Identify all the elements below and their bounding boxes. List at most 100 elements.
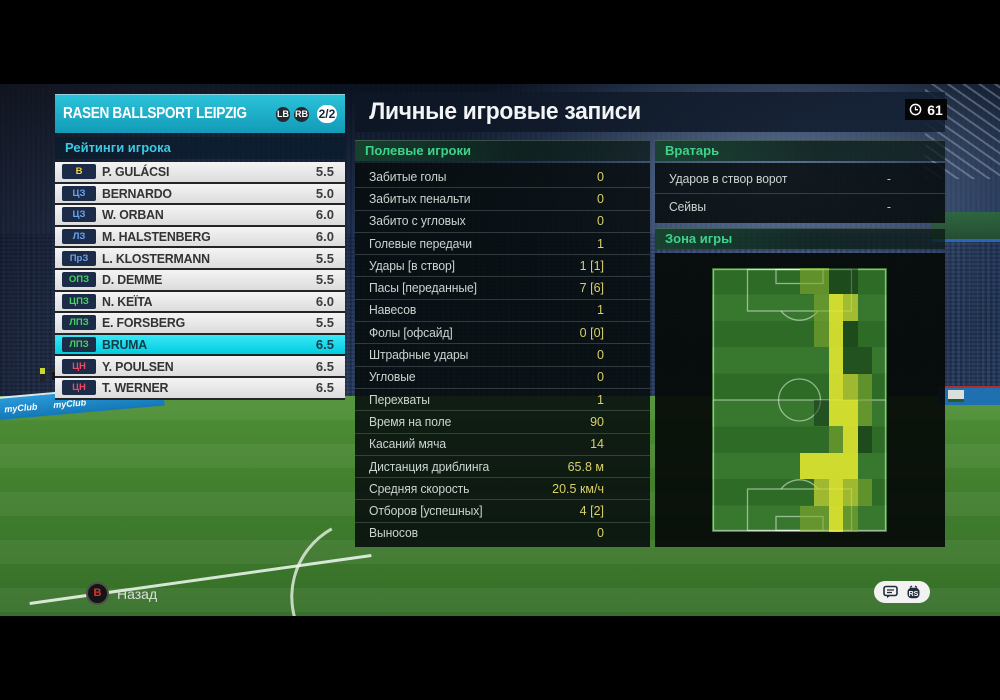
- page-indicator: 2/2: [316, 105, 337, 123]
- stat-label: Забитые голы: [369, 169, 447, 184]
- heat-cell: [828, 452, 844, 480]
- stat-value: 0: [597, 526, 604, 541]
- stat-value: 0: [597, 348, 604, 363]
- heat-cell: [828, 294, 844, 321]
- position-badge: ЛПЗ: [62, 315, 96, 331]
- game-frame: myClub myClub RASEN BALLSPORT LEIPZIG LB…: [0, 84, 1000, 616]
- player-row[interactable]: ЦЗ BERNARDO 5.0: [55, 183, 345, 206]
- right-stick-label: RS: [908, 591, 918, 598]
- player-rating: 6.5: [315, 337, 334, 353]
- player-row[interactable]: ЦН Y. POULSEN 6.5: [55, 356, 345, 378]
- stat-value: 0: [597, 169, 604, 184]
- player-row[interactable]: ЦПЗ N. KEÏTA 6.0: [55, 291, 345, 314]
- stat-label: Дистанция дриблинга: [369, 459, 490, 474]
- stat-value: 65.8 м: [567, 459, 604, 474]
- player-name: N. KEÏTA: [102, 293, 153, 309]
- right-stick-icon[interactable]: RS: [905, 585, 922, 599]
- player-name: W. ORBAN: [102, 207, 164, 223]
- player-rating: 5.5: [315, 315, 334, 331]
- chat-icon[interactable]: [882, 585, 898, 599]
- player-rating: 6.5: [315, 358, 334, 374]
- field-players-section-label: Полевые игроки: [355, 140, 650, 161]
- stat-label: Забито с угловых: [369, 214, 466, 229]
- player-row[interactable]: ЦЗ W. ORBAN 6.0: [55, 205, 345, 227]
- player-name: P. GULÁCSI: [102, 164, 170, 180]
- page-title-bar: Личные игровые записи: [355, 92, 945, 132]
- stat-row: Сейвы -: [655, 194, 945, 221]
- position-badge: ЦН: [62, 358, 96, 374]
- player-rating: 6.0: [315, 207, 334, 223]
- stat-value: 1: [597, 392, 604, 407]
- zone-section-label: Зона игры: [655, 228, 945, 249]
- stat-label: Удары [в створ]: [369, 258, 455, 273]
- stat-label: Голевые передачи: [369, 236, 472, 251]
- position-badge: ЦПЗ: [62, 293, 96, 309]
- stat-label: Отборов [успешных]: [369, 504, 483, 519]
- player-row[interactable]: ЛПЗ E. FORSBERG 5.5: [55, 313, 345, 335]
- player-row[interactable]: ЦН T. WERNER 6.5: [55, 377, 345, 400]
- player-row[interactable]: ЛЗ M. HALSTENBERG 6.0: [55, 226, 345, 249]
- goalkeeper-section-label: Вратарь: [655, 140, 945, 161]
- heat-cell: [814, 294, 829, 321]
- stat-row: Навесов 1: [355, 300, 650, 323]
- stat-row: Выносов 0: [355, 523, 650, 544]
- position-badge: В: [62, 164, 96, 180]
- heat-cell: [857, 400, 873, 427]
- stat-label: Навесов: [369, 303, 417, 318]
- clock-icon: [909, 103, 922, 116]
- stat-label: Время на поле: [369, 414, 452, 429]
- player-row[interactable]: ПрЗ L. KLOSTERMANN 5.5: [55, 248, 345, 270]
- position-badge: ПрЗ: [62, 250, 96, 266]
- player-row-selected[interactable]: ЛПЗ BRUMA 6.5: [55, 334, 345, 357]
- stat-row: Удары [в створ] 1 [1]: [355, 255, 650, 278]
- heat-cell: [828, 320, 844, 348]
- stat-value: 1 [1]: [579, 258, 604, 273]
- player-ratings-section-label: Рейтинги игрока: [55, 137, 345, 159]
- player-row[interactable]: В P. GULÁCSI 5.5: [55, 162, 345, 184]
- stat-value: 4 [2]: [579, 504, 604, 519]
- heat-cell: [828, 268, 844, 295]
- heat-cell: [828, 505, 844, 532]
- back-label: Назад: [117, 585, 158, 602]
- heat-cell: [843, 347, 858, 374]
- heat-cell: [843, 452, 858, 480]
- field-players-stats: Забитые голы 0 Забитых пенальти 0 Забито с…: [355, 163, 650, 547]
- heat-cell: [843, 320, 858, 348]
- stat-value: 0: [597, 191, 604, 206]
- stat-row: Забитые голы 0: [355, 166, 650, 189]
- heat-cell: [814, 452, 829, 480]
- lb-button[interactable]: LB: [275, 106, 291, 122]
- stat-label: Угловые: [369, 370, 416, 385]
- heat-cell: [843, 426, 858, 453]
- heatmap-layer: [712, 268, 887, 532]
- stat-label: Фолы [офсайд]: [369, 325, 453, 340]
- player-name: L. KLOSTERMANN: [102, 250, 210, 266]
- letterbox-top: [0, 0, 1000, 84]
- sideline-staff: [40, 368, 45, 381]
- player-name: E. FORSBERG: [102, 315, 186, 331]
- heat-cell: [843, 479, 858, 506]
- player-name: Y. POULSEN: [102, 358, 174, 374]
- stat-label: Средняя скорость: [369, 481, 470, 496]
- stat-label: Штрафные удары: [369, 348, 469, 363]
- stat-value: 90: [590, 414, 604, 429]
- player-rating: 6.0: [315, 229, 334, 245]
- heat-cell: [857, 373, 873, 400]
- heat-cell: [843, 373, 858, 400]
- heat-cell: [843, 268, 858, 295]
- stat-row: Перехваты 1: [355, 389, 650, 412]
- pitch-mower: [948, 390, 964, 402]
- heat-cell: [843, 294, 858, 321]
- position-badge: ЛЗ: [62, 229, 96, 245]
- player-rating: 5.5: [315, 272, 334, 288]
- stat-value: 1: [597, 303, 604, 318]
- stat-row: Касаний мяча 14: [355, 434, 650, 456]
- stat-value: 1: [597, 236, 604, 251]
- player-row[interactable]: ОПЗ D. DEMME 5.5: [55, 269, 345, 292]
- position-badge: ЛПЗ: [62, 337, 96, 353]
- position-badge: ЦЗ: [62, 185, 96, 201]
- stat-label: Забитых пенальти: [369, 191, 471, 206]
- back-button[interactable]: B Назад: [86, 582, 157, 605]
- rb-button[interactable]: RB: [294, 106, 309, 122]
